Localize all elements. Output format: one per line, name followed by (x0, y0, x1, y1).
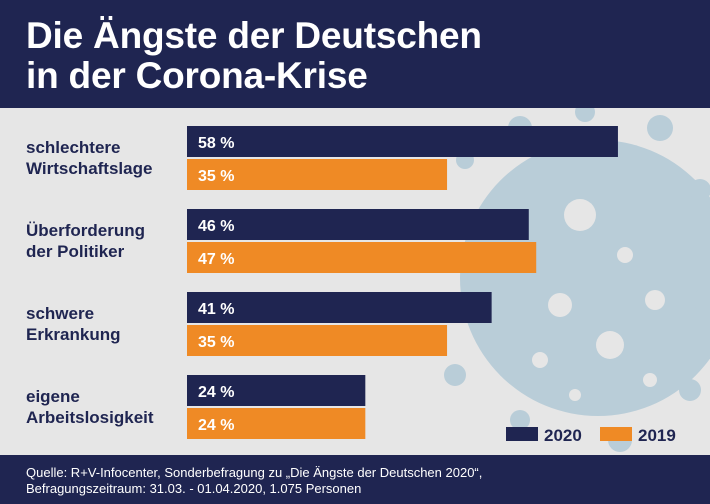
title-line-2: in der Corona-Krise (26, 55, 368, 96)
data-label: 47 % (198, 251, 234, 268)
source-line-2: Befragungszeitraum: 31.03. - 01.04.2020,… (26, 481, 362, 496)
category-label-line: der Politiker (26, 242, 125, 261)
data-label: 58 % (198, 135, 234, 152)
data-label: 35 % (198, 168, 234, 185)
bar-2020 (187, 375, 366, 406)
data-label: 41 % (198, 301, 234, 318)
category-label-line: schwere (26, 304, 94, 323)
legend-label-2020: 2020 (544, 426, 582, 445)
bar-2020 (187, 209, 529, 240)
header-band: Die Ängste der Deutschen in der Corona-K… (0, 0, 710, 108)
category-label: Überforderung der Politiker (26, 221, 145, 261)
title-line-1: Die Ängste der Deutschen (26, 15, 482, 56)
footer-band: Quelle: R+V-Infocenter, Sonderbefragung … (0, 455, 710, 504)
category-label: eigene Arbeitslosigkeit (26, 387, 154, 427)
bar-2019 (187, 242, 537, 273)
bar-2020 (187, 126, 618, 157)
category-label-line: schlechtere (26, 138, 121, 157)
source-note: Quelle: R+V-Infocenter, Sonderbefragung … (26, 465, 482, 497)
legend-label-2019: 2019 (638, 426, 676, 445)
legend: 2020 2019 (506, 426, 676, 445)
category-label-line: Überforderung (26, 221, 145, 240)
virus-dots (532, 199, 665, 401)
data-label: 24 % (198, 417, 234, 434)
category-label-line: eigene (26, 387, 80, 406)
chart-title: Die Ängste der Deutschen in der Corona-K… (26, 16, 482, 96)
category-label: schwere Erkrankung (26, 304, 120, 344)
bar-2019 (187, 325, 448, 356)
category-label-line: Erkrankung (26, 325, 120, 344)
source-line-1: Quelle: R+V-Infocenter, Sonderbefragung … (26, 465, 483, 480)
data-label: 46 % (198, 218, 234, 235)
category-label: schlechtere Wirtschaftslage (26, 138, 152, 178)
data-label: 24 % (198, 384, 234, 401)
bar-2019 (187, 408, 366, 439)
category-label-line: Arbeitslosigkeit (26, 408, 154, 427)
category-label-line: Wirtschaftslage (26, 159, 152, 178)
bar-2020 (187, 292, 492, 323)
data-label: 35 % (198, 334, 234, 351)
legend-swatch-2020 (506, 427, 538, 441)
bar-2019 (187, 159, 448, 190)
legend-swatch-2019 (600, 427, 632, 441)
